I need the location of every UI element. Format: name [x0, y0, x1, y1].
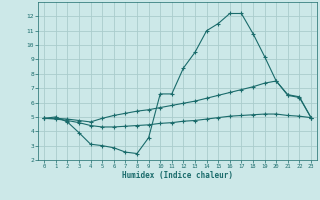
- X-axis label: Humidex (Indice chaleur): Humidex (Indice chaleur): [122, 171, 233, 180]
